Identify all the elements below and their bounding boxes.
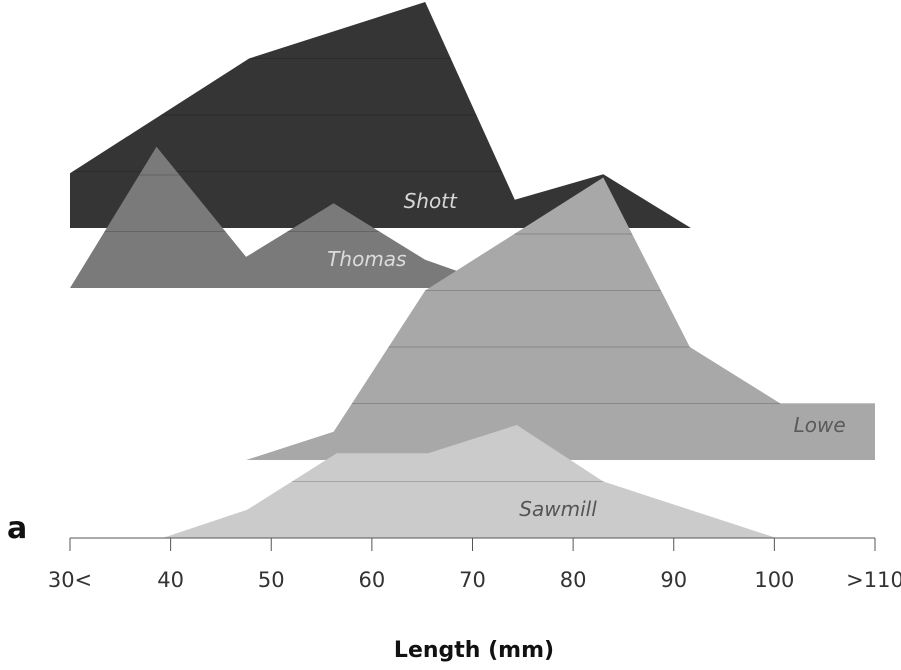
x-ticks: 30< 40 50 60 70 80 90 100 >110 [48,538,901,592]
x-tick-label: 100 [754,568,794,592]
x-tick-label: 60 [359,568,386,592]
x-tick-label: 90 [660,568,687,592]
ridge-area-sawmill [162,425,777,538]
series-label-sawmill: Sawmill [519,497,597,521]
series-label-thomas: Thomas [327,247,406,271]
ridge-area-thomas [70,146,468,288]
x-axis: 30< 40 50 60 70 80 90 100 >110 [48,537,901,592]
ridges-layer: Shott Thomas Lowe Sawmill [70,2,876,538]
ridge-area-shott [70,2,691,228]
ridge-sawmill: Sawmill [162,425,777,538]
series-label-lowe: Lowe [794,413,846,437]
x-tick-label: 30< [48,568,92,592]
x-tick-label: 70 [459,568,486,592]
x-tick-label: 50 [258,568,285,592]
x-tick-label: >110 [846,568,901,592]
x-tick-label: 80 [560,568,587,592]
x-axis-title: Length (mm) [394,638,554,663]
panel-letter: a [7,511,27,546]
x-tick-label: 40 [157,568,184,592]
series-label-shott: Shott [404,189,458,213]
ridge-area-lowe [246,177,876,460]
